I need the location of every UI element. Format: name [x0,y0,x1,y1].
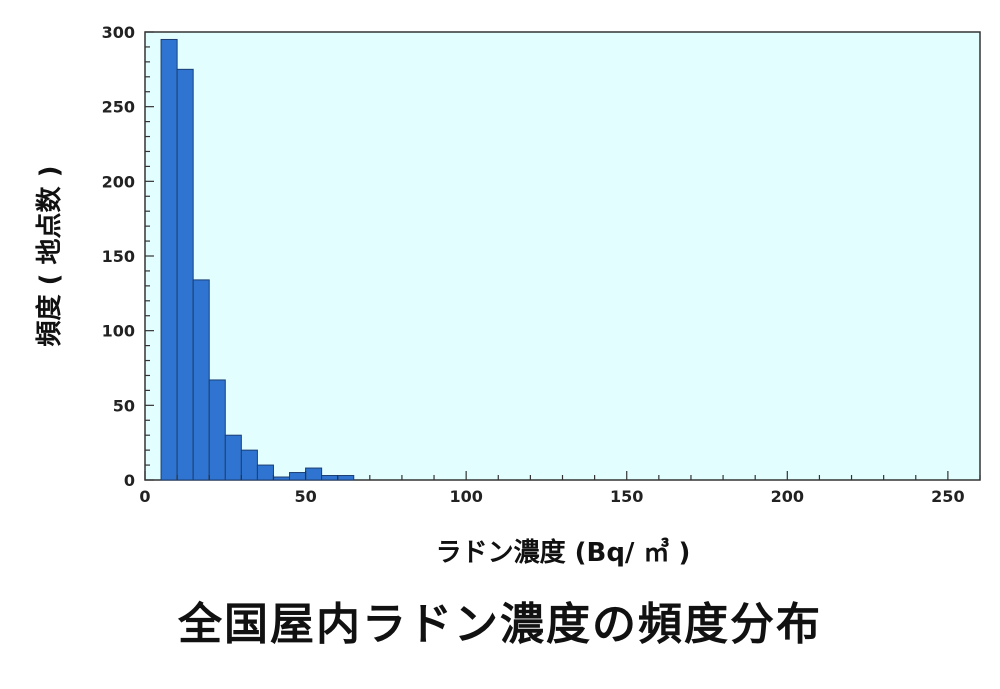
bars-group [160,38,355,481]
histogram-bar [240,449,258,481]
y-tick-label: 200 [102,172,135,191]
histogram-bar [305,467,323,481]
histogram-bar [272,476,291,481]
y-tick-label: 100 [102,322,135,341]
x-tick-label: 100 [449,487,482,506]
histogram-bar [337,475,355,481]
chart-title: 全国屋内ラドン濃度の頻度分布 [178,599,822,650]
histogram-bar [289,472,307,481]
x-tick-label: 250 [931,487,964,506]
x-axis-ticks: 0 50 100 150 200 250 [139,471,981,506]
histogram-bar [192,279,210,481]
plot-area [144,31,981,481]
x-tick-label: 150 [610,487,643,506]
histogram-bar [160,38,178,481]
histogram-bar [224,434,242,481]
y-tick-label: 0 [124,471,135,490]
y-tick-label: 300 [102,23,135,42]
y-tick-label: 250 [102,98,135,117]
x-tick-label: 200 [771,487,804,506]
x-axis-title: ラドン濃度 (Bq/ ㎥ ) [436,537,691,568]
y-axis-title: 頻度 ( 地点数 ) [34,166,65,347]
histogram-bar [321,475,339,481]
y-axis-ticks: 0 50 100 150 200 250 300 [102,23,154,490]
histogram-bar [256,464,274,481]
histogram-bar [176,68,194,481]
y-tick-label: 150 [102,247,135,266]
x-tick-label: 0 [139,487,150,506]
histogram-bar [208,379,226,481]
x-tick-label: 50 [294,487,316,506]
y-tick-label: 50 [113,396,135,415]
